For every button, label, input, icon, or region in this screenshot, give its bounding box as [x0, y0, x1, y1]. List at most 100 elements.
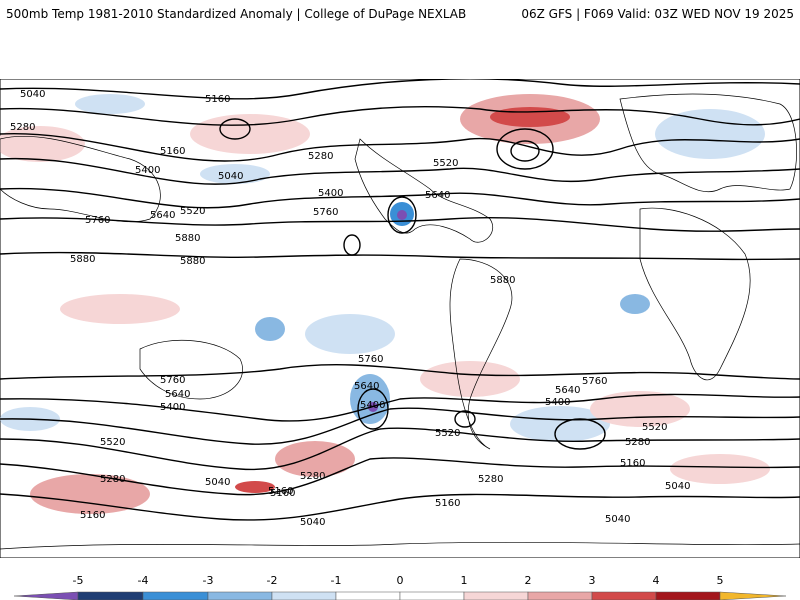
- colorbar-swatch-neg1: [271, 591, 337, 600]
- contour-label: 5760: [85, 215, 110, 226]
- contour-closed-low: [496, 128, 554, 170]
- colorbar-swatches: [13, 591, 787, 600]
- contour-label: 5280: [558, 79, 583, 82]
- contour-label: 5400: [318, 188, 343, 199]
- contour-line: [0, 216, 800, 232]
- contour-label: 5040: [665, 481, 690, 492]
- contour-line: [0, 105, 800, 126]
- contour-label: 5760: [160, 375, 185, 386]
- contour-label: 5880: [70, 254, 95, 265]
- run-info: 06Z GFS | F069 Valid: 03Z WED NOV 19 202…: [521, 7, 794, 21]
- anomaly-positive-region: [0, 126, 85, 162]
- colorbar-swatch-pos4: [655, 591, 721, 600]
- colorbar-ticks: -5 -4 -3 -2 -1 0 1 2 3 4 5: [73, 574, 724, 587]
- anomaly-negative-region: [510, 406, 610, 442]
- anomaly-positive-region: [670, 454, 770, 484]
- contour-label: 5640: [425, 190, 450, 201]
- contour-label: 5280: [100, 474, 125, 485]
- coastline-antarctica: [0, 541, 800, 550]
- contour-label: 5280: [478, 474, 503, 485]
- contour-closed-low: [510, 140, 540, 162]
- contour-label: 5400: [360, 400, 385, 411]
- contour-line: [0, 427, 800, 471]
- contour-line: [0, 251, 800, 261]
- anomaly-strong-positive-region: [490, 107, 570, 127]
- contour-label: 5640: [165, 389, 190, 400]
- contour-label: 5520: [435, 428, 460, 439]
- contour-label: 5640: [354, 381, 379, 392]
- anomaly-negative-region: [620, 294, 650, 314]
- colorbar-tick-label: 1: [461, 574, 468, 587]
- contour-label: 5040: [205, 477, 230, 488]
- colorbar-swatch-pos1: [463, 591, 529, 600]
- contour-label: 5880: [175, 233, 200, 244]
- map-title: 500mb Temp 1981-2010 Standardized Anomal…: [6, 7, 467, 21]
- contour-label: 5160: [270, 488, 295, 499]
- colorbar-tick-label: 2: [525, 574, 532, 587]
- colorbar-swatch-neg4: [77, 591, 144, 600]
- contour-closed-low: [554, 418, 606, 450]
- anomaly-negative-region: [305, 314, 395, 354]
- colorbar: -5 -4 -3 -2 -1 0 1 2 3 4 5: [13, 574, 787, 600]
- contour-labels: 5040 5160 5280 5400 5520 5640 5760 5880 …: [10, 79, 690, 528]
- coastline-north-america: [354, 138, 493, 243]
- contour-label: 5400: [545, 397, 570, 408]
- contour-label: 5040: [20, 89, 45, 100]
- colorbar-swatch-zero-pos: [399, 591, 465, 600]
- contour-closed-low: [357, 388, 389, 430]
- contour-label: 5040: [605, 514, 630, 525]
- contour-label: 5280: [625, 437, 650, 448]
- colorbar-tick-label: -4: [138, 574, 149, 587]
- contour-closed-high: [454, 410, 476, 428]
- contour-line: [0, 407, 800, 445]
- contour-label: 5760: [358, 354, 383, 365]
- anomaly-positive-region: [275, 441, 355, 477]
- anomaly-positive-region: [60, 294, 180, 324]
- contour-line: [0, 457, 800, 496]
- contour-closed-low: [219, 118, 251, 140]
- anomaly-positive-region: [590, 391, 690, 427]
- anomaly-negative-region: [75, 94, 145, 114]
- contour-line: [0, 187, 800, 209]
- colorbar-swatch-pos2: [527, 591, 593, 600]
- contour-line: [0, 157, 800, 185]
- colorbar-swatch-pos3: [591, 591, 657, 600]
- contour-label: 5880: [490, 275, 515, 286]
- contour-label: 5280: [10, 122, 35, 133]
- contour-closed-low: [387, 196, 417, 234]
- contour-line: [0, 493, 800, 521]
- anomaly-negative-region: [655, 109, 765, 159]
- contour-line: [0, 393, 800, 422]
- anomaly-positive-region: [190, 114, 310, 154]
- anomaly-extreme-negative-region: [397, 210, 407, 220]
- coastline-australia: [139, 339, 243, 400]
- contour-label: 5400: [135, 165, 160, 176]
- contour-label: 5280: [308, 151, 333, 162]
- contour-label: 5640: [555, 385, 580, 396]
- contour-line: [0, 364, 800, 380]
- contour-label: 5520: [180, 206, 205, 217]
- colorbar-swatch-neg3: [142, 591, 209, 600]
- colorbar-swatch-neg2: [207, 591, 273, 600]
- contour-label: 5280: [300, 471, 325, 482]
- anomaly-strong-positive-region: [235, 481, 275, 493]
- contour-label: 5160: [160, 146, 185, 157]
- colorbar-tick-label: 0: [397, 574, 404, 587]
- contour-label: 5400: [160, 402, 185, 413]
- anomaly-map: 5040 5160 5280 5400 5520 5640 5760 5880 …: [0, 79, 800, 558]
- colorbar-tick-label: -1: [331, 574, 342, 587]
- coastline-africa: [639, 207, 751, 381]
- colorbar-tick-label: 3: [589, 574, 596, 587]
- coastline-eurasia: [619, 93, 797, 193]
- contour-label: 5520: [100, 437, 125, 448]
- contour-label: 5040: [218, 171, 243, 182]
- contour-label: 5160: [80, 510, 105, 521]
- colorbar-tick-label: -5: [73, 574, 84, 587]
- contour-label: 5160: [205, 94, 230, 105]
- contour-line: [0, 132, 800, 162]
- contour-label: 5760: [313, 207, 338, 218]
- coastline-asia-east: [0, 135, 161, 223]
- colorbar-swatch-extreme-positive: [719, 591, 787, 600]
- contour-label: 5760: [582, 376, 607, 387]
- anomaly-positive-region: [30, 474, 150, 514]
